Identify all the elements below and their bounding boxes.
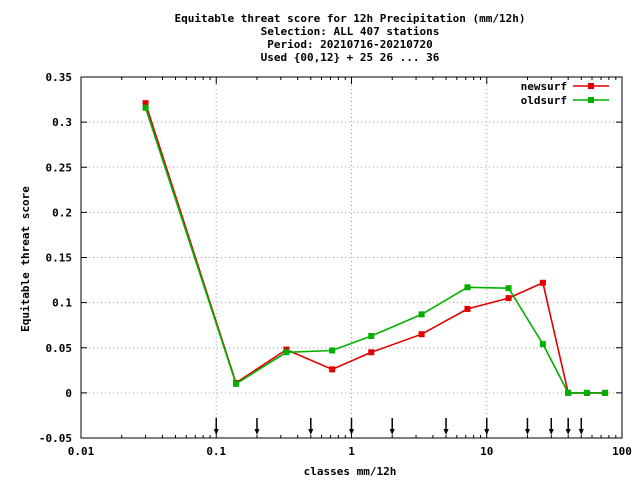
threshold-arrow-head	[548, 429, 554, 435]
threshold-arrow-head	[254, 429, 260, 435]
y-tick-label: 0.2	[52, 206, 72, 219]
threshold-arrow-head	[443, 429, 449, 435]
x-axis-label: classes mm/12h	[304, 465, 397, 478]
data-point-newsurf	[505, 295, 512, 302]
threshold-arrow-head	[389, 429, 395, 435]
y-tick-label: 0	[65, 387, 72, 400]
data-point-newsurf	[464, 305, 471, 312]
data-point-oldsurf	[142, 104, 149, 111]
legend-marker-newsurf	[588, 83, 594, 89]
data-point-newsurf	[142, 100, 149, 107]
x-tick-label: 0.1	[206, 445, 226, 458]
grid	[81, 77, 622, 438]
data-point-newsurf	[418, 331, 425, 338]
threshold-arrow-head	[308, 429, 314, 435]
chart-title: Equitable threat score for 12h Precipita…	[175, 12, 526, 64]
threshold-arrow-head	[578, 429, 584, 435]
x-tick-label: 100	[612, 445, 632, 458]
data-point-oldsurf	[368, 333, 375, 340]
threshold-arrow-head	[213, 429, 219, 435]
axes: -0.05 0 0.05 0.1 0.15 0.2 0.25 0.3 0.35 0.01 0.1 1 1…	[39, 71, 632, 458]
x-tick-label: 1	[348, 445, 355, 458]
data-point-oldsurf	[233, 380, 240, 387]
threshold-arrow-head	[524, 429, 530, 435]
title-line-4: Used {00,12} + 25 26 ... 36	[261, 51, 440, 64]
threshold-arrow-head	[349, 429, 354, 435]
data-point-newsurf	[368, 349, 375, 356]
title-line-2: Selection: ALL 407 stations	[261, 25, 440, 38]
data-point-oldsurf	[418, 311, 425, 318]
y-axis-label: Equitable threat score	[19, 186, 32, 332]
legend-marker-oldsurf	[588, 97, 594, 103]
x-tick-label: 10	[480, 445, 493, 458]
series-line-oldsurf	[144, 107, 606, 394]
legend-label-oldsurf: oldsurf	[521, 94, 567, 107]
legend-label-newsurf: newsurf	[521, 80, 567, 93]
data-point-oldsurf	[539, 341, 546, 348]
y-tick-label: 0.3	[52, 116, 72, 129]
series-line-newsurf	[144, 102, 606, 394]
y-tick-label: 0.15	[46, 252, 73, 265]
y-tick-label: 0.35	[46, 71, 73, 84]
data-point-oldsurf	[464, 284, 471, 291]
y-tick-label: 0.05	[46, 342, 73, 355]
x-tick-label: 0.01	[68, 445, 95, 458]
threshold-arrow-head	[484, 429, 490, 435]
data-point-newsurf	[539, 279, 546, 286]
y-tick-label: 0.25	[46, 161, 73, 174]
series	[142, 100, 609, 396]
data-point-oldsurf	[329, 347, 336, 354]
data-point-oldsurf	[583, 389, 590, 396]
data-point-oldsurf	[565, 389, 572, 396]
data-point-oldsurf	[505, 285, 512, 292]
y-tick-label: 0.1	[52, 297, 72, 310]
threshold-arrow-head	[565, 429, 571, 435]
title-line-3: Period: 20210716-20210720	[267, 38, 433, 51]
class-threshold-markers	[213, 418, 584, 435]
data-point-oldsurf	[283, 349, 290, 356]
title-line-1: Equitable threat score for 12h Precipita…	[175, 12, 526, 25]
data-point-oldsurf	[602, 389, 609, 396]
data-point-newsurf	[329, 366, 336, 373]
y-tick-label: -0.05	[39, 432, 72, 445]
